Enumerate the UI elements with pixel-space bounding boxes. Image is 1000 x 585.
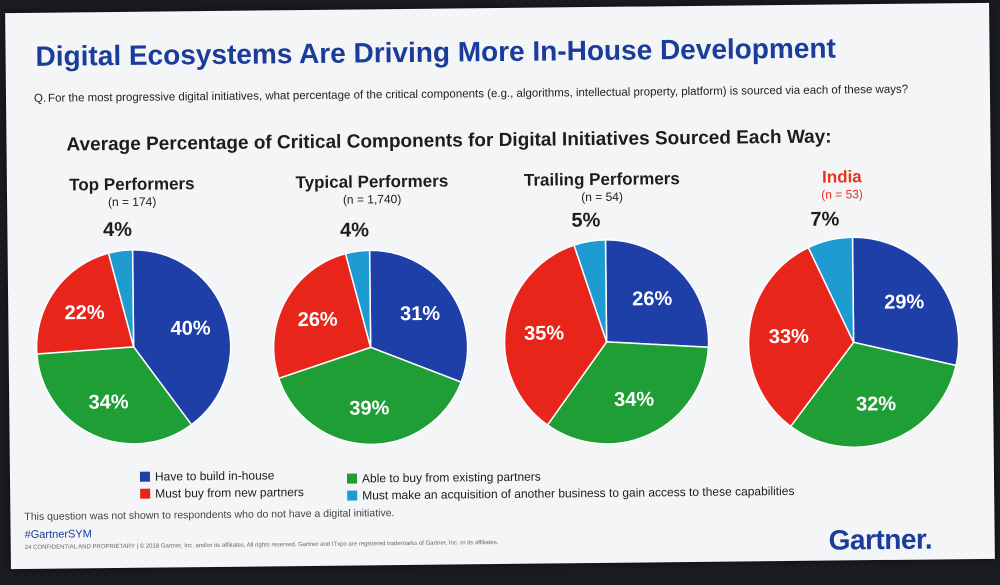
pie-slice-existing-partners bbox=[546, 341, 710, 445]
pie-data-label: 34% bbox=[88, 391, 128, 413]
pie-data-label: 32% bbox=[856, 393, 896, 415]
pie-slice-acquisition bbox=[573, 239, 608, 343]
pie-chart: 29% 32% 33% 7% bbox=[747, 208, 960, 449]
pie-data-label: 29% bbox=[884, 291, 924, 313]
pie-slice-new-partners bbox=[35, 252, 135, 355]
legend-label: Have to build in-house bbox=[154, 468, 275, 484]
gartner-logo: Gartner. bbox=[828, 523, 933, 556]
pie-slice-existing-partners bbox=[789, 341, 957, 449]
legend-swatch bbox=[139, 471, 151, 482]
pie-chart: 31% 39% 26% 4% bbox=[272, 219, 469, 446]
logo-text: Gartner bbox=[828, 523, 925, 556]
pie-slice-existing-partners bbox=[277, 346, 463, 446]
pie-data-label: 4% bbox=[103, 219, 132, 241]
pie-slice-build bbox=[131, 249, 232, 426]
pie-charts: 40% 34% 22% 4% 31% 39% 26% 4% 26% 34% 35% 5% 29% 32% 3… bbox=[35, 208, 960, 449]
pie-slice-acquisition bbox=[807, 236, 855, 343]
pie-data-label: 26% bbox=[298, 309, 338, 331]
legend-swatch bbox=[140, 488, 151, 499]
pie-slice-acquisition bbox=[344, 249, 372, 348]
pie-data-label: 5% bbox=[571, 209, 600, 231]
pie-data-label: 26% bbox=[632, 288, 672, 310]
pie-data-label: 31% bbox=[400, 303, 440, 325]
pie-data-label: 35% bbox=[524, 322, 564, 344]
pie-data-label: 34% bbox=[614, 389, 654, 411]
pie-data-label: 4% bbox=[340, 219, 369, 241]
pie-data-label: 22% bbox=[64, 302, 104, 324]
pie-slice-build bbox=[851, 236, 960, 367]
legend-item-new-partners: Must buy from new partners bbox=[140, 485, 304, 501]
slide: Digital Ecosystems Are Driving More In-H… bbox=[5, 2, 995, 570]
pie-data-label: 40% bbox=[170, 317, 210, 339]
pie-slice-new-partners bbox=[747, 246, 855, 428]
pie-chart: 26% 34% 35% 5% bbox=[503, 209, 710, 445]
pie-slice-existing-partners bbox=[36, 346, 193, 445]
pie-data-label: 33% bbox=[769, 326, 809, 348]
legend-label: Able to buy from existing partners bbox=[361, 469, 541, 486]
legend-swatch bbox=[346, 473, 358, 484]
pie-data-label: 7% bbox=[810, 208, 839, 230]
pie-slice-acquisition bbox=[107, 249, 135, 348]
pie-chart: 40% 34% 22% 4% bbox=[35, 219, 232, 445]
pie-slice-new-partners bbox=[503, 244, 608, 427]
pie-slice-new-partners bbox=[272, 252, 372, 380]
pie-slice-build bbox=[604, 239, 710, 349]
pie-data-label: 39% bbox=[349, 397, 389, 419]
legend-item-existing-partners: Able to buy from existing partners bbox=[346, 469, 541, 486]
legend-label: Must buy from new partners bbox=[155, 485, 304, 501]
pie-slice-build bbox=[368, 249, 469, 384]
legend-item-build: Have to build in-house bbox=[139, 468, 275, 484]
event-hashtag: #GartnerSYM bbox=[24, 528, 92, 541]
legend-swatch bbox=[347, 490, 358, 501]
